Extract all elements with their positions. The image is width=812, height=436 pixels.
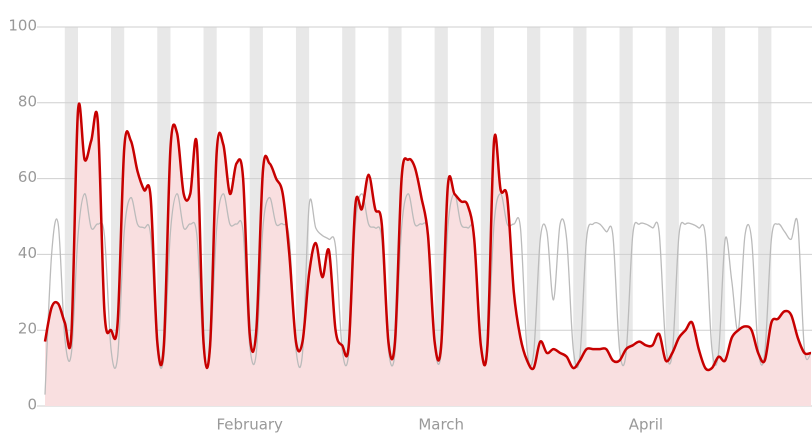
weekend-band: [573, 27, 587, 406]
weekend-band: [619, 27, 633, 406]
y-tick-label: 80: [18, 92, 37, 110]
y-tick-label: 40: [18, 244, 37, 262]
y-tick-label: 60: [18, 168, 37, 186]
area: [45, 103, 811, 407]
x-tick-label: February: [216, 416, 283, 434]
y-tick-label: 100: [8, 17, 37, 35]
weekend-band: [758, 27, 772, 406]
line: [43, 102, 812, 372]
y-tick-label: 0: [27, 396, 37, 414]
weekend-band: [711, 27, 726, 406]
y-tick-label: 20: [18, 320, 37, 338]
x-tick-label: March: [418, 416, 464, 434]
weekend-band: [527, 27, 541, 406]
x-tick-label: April: [629, 416, 663, 434]
weekend-band: [665, 27, 679, 406]
